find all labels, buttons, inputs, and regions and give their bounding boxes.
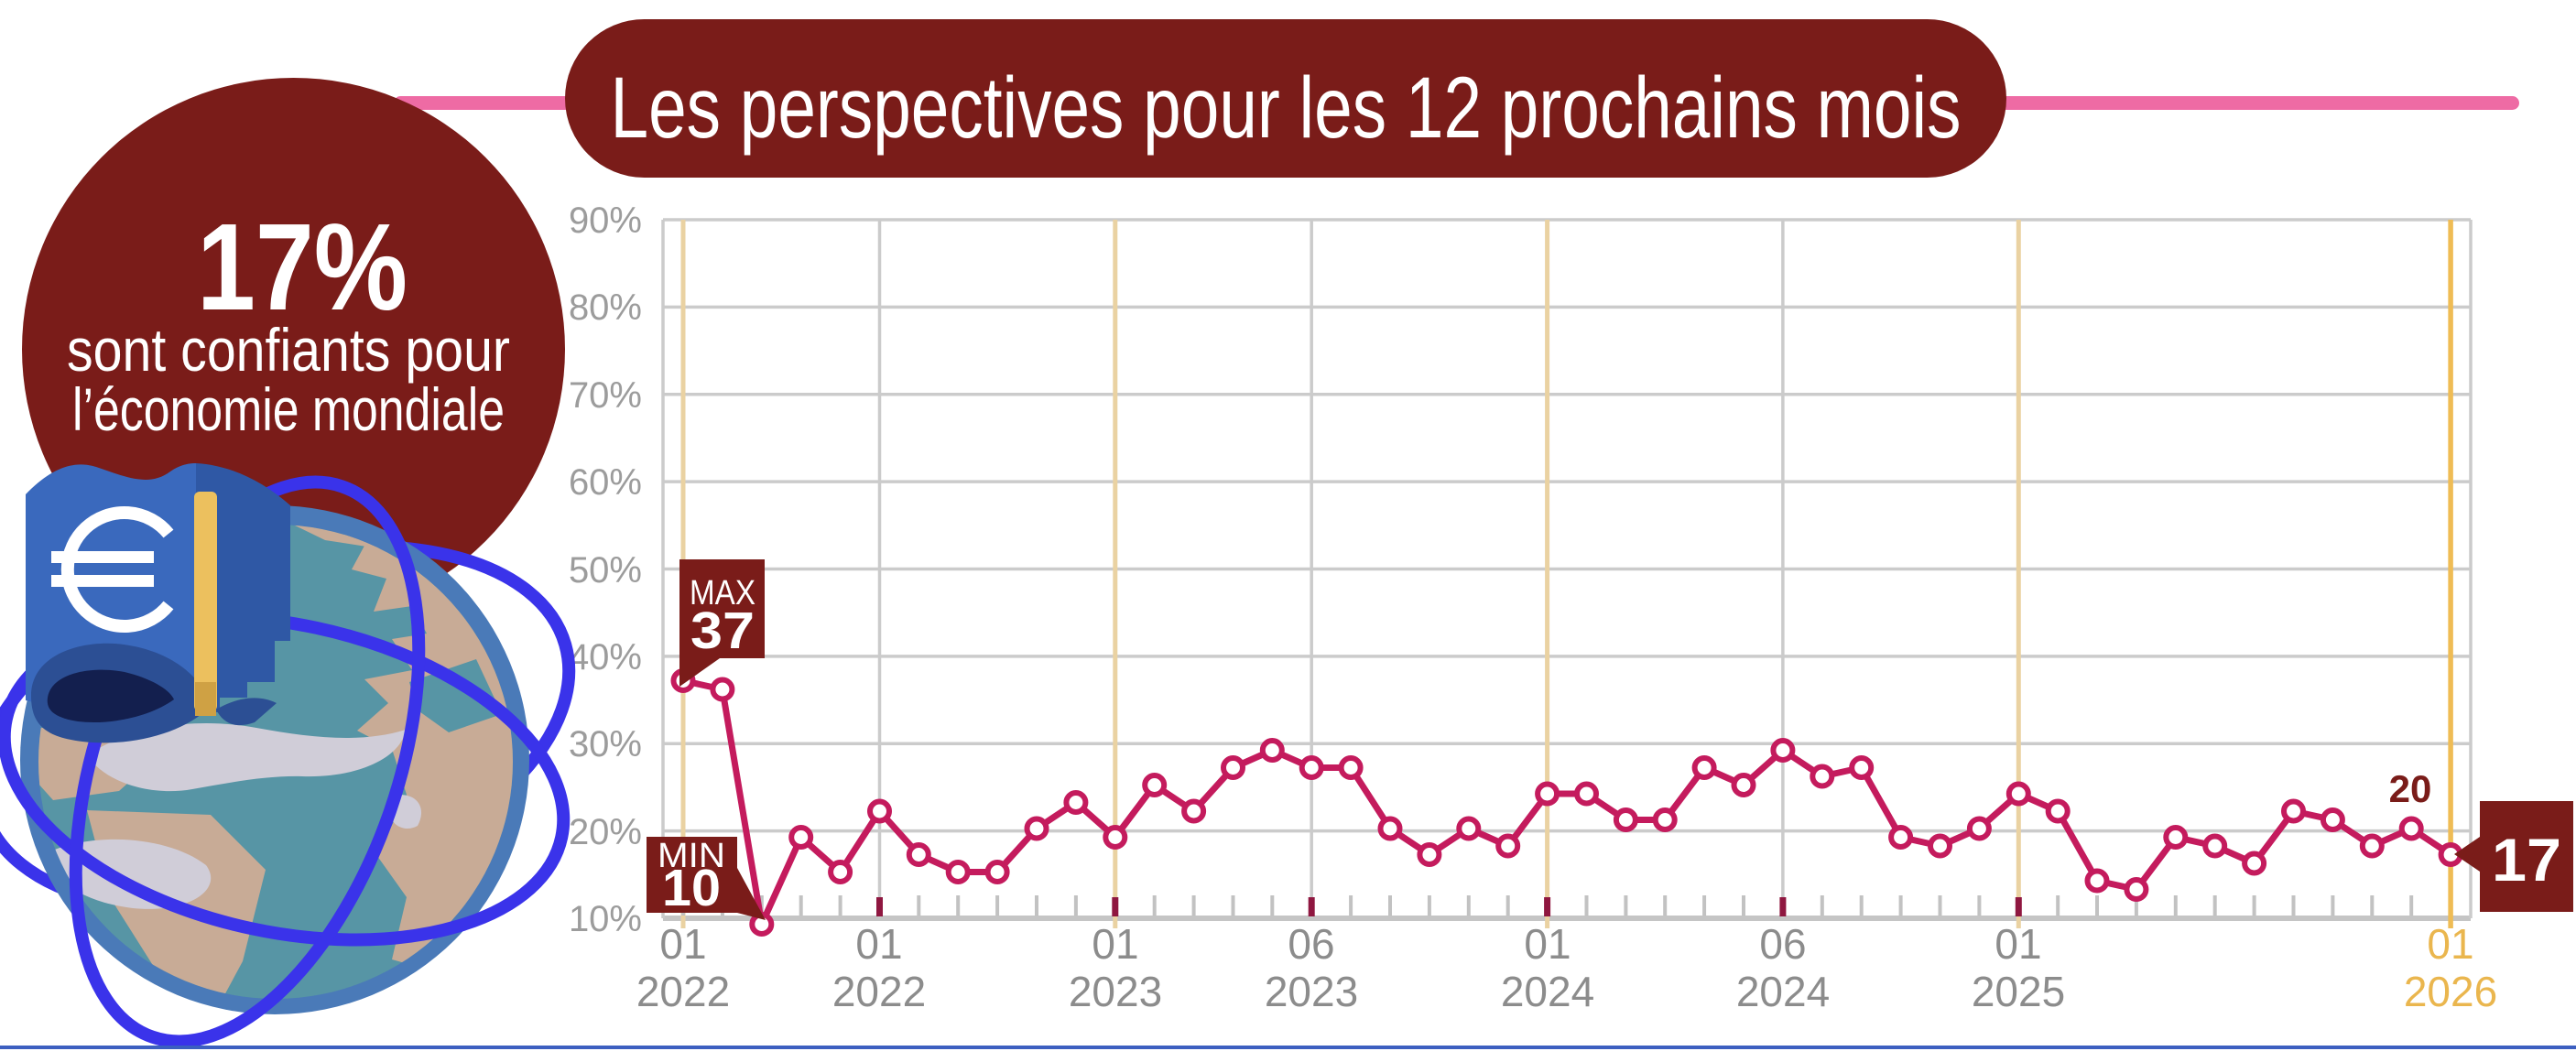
svg-text:l’économie mondiale: l’économie mondiale [72,375,505,443]
svg-text:01: 01 [1524,920,1571,968]
svg-text:80%: 80% [569,287,642,328]
svg-text:01: 01 [1994,920,2041,968]
svg-text:10: 10 [662,859,721,917]
svg-text:2022: 2022 [832,968,926,1015]
svg-text:2023: 2023 [1265,968,1358,1015]
svg-text:2024: 2024 [1736,968,1830,1015]
svg-text:10%: 10% [569,899,642,939]
svg-text:sont confiants pour: sont confiants pour [67,316,510,384]
svg-text:06: 06 [1759,920,1806,968]
svg-text:2026: 2026 [2404,968,2497,1015]
svg-text:37: 37 [690,601,755,660]
svg-text:01: 01 [855,920,902,968]
svg-text:Les perspectives pour les 12 p: Les perspectives pour les 12 prochains m… [611,60,1962,157]
svg-text:17: 17 [2492,826,2561,894]
svg-text:20%: 20% [569,812,642,852]
svg-text:01: 01 [659,920,706,968]
svg-text:2023: 2023 [1069,968,1162,1015]
svg-text:40%: 40% [569,637,642,677]
svg-text:90%: 90% [569,200,642,241]
svg-text:30%: 30% [569,724,642,764]
svg-text:MIN: MIN [658,837,725,875]
svg-text:06: 06 [1288,920,1334,968]
svg-text:MAX: MAX [690,574,755,612]
svg-text:2022: 2022 [636,968,730,1015]
svg-text:01: 01 [2427,920,2473,968]
svg-text:50%: 50% [569,550,642,591]
svg-text:60%: 60% [569,462,642,503]
svg-text:20: 20 [2389,767,2432,810]
svg-text:01: 01 [1092,920,1138,968]
svg-text:2025: 2025 [1972,968,2065,1015]
svg-text:17%: 17% [197,198,408,336]
svg-text:2024: 2024 [1501,968,1594,1015]
svg-text:70%: 70% [569,375,642,416]
